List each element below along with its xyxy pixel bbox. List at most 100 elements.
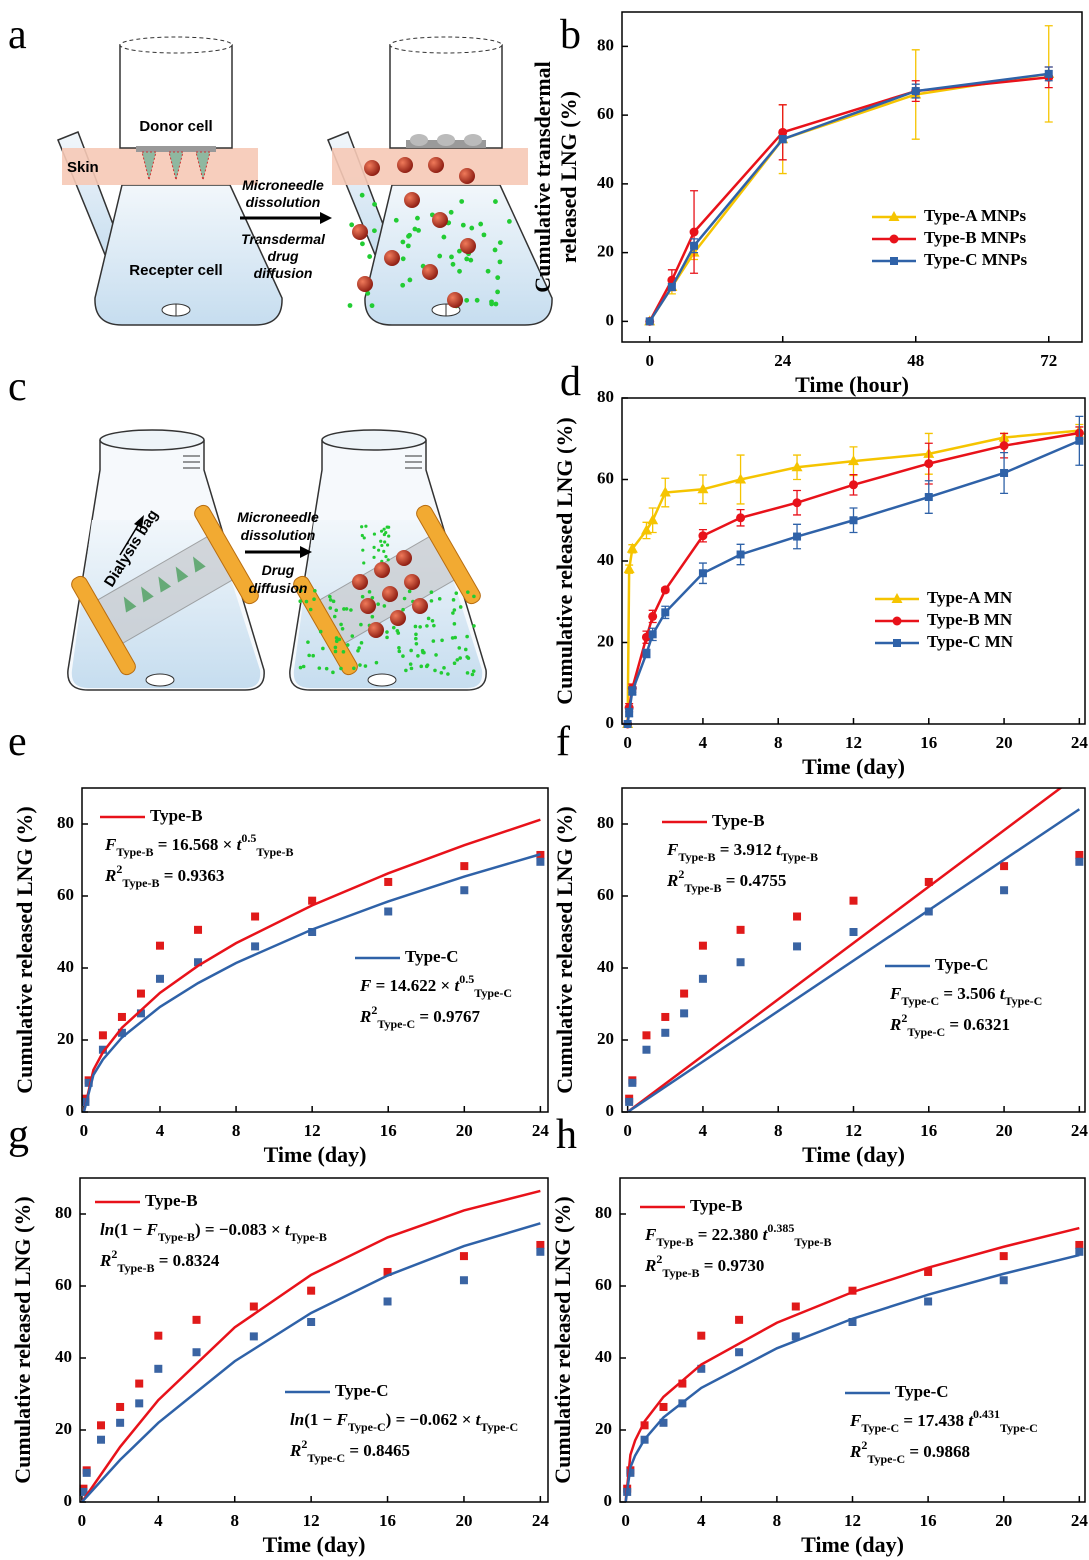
equation-part: 2 (678, 867, 684, 881)
marker (1000, 468, 1009, 477)
drug-dot (418, 625, 422, 629)
point (307, 1318, 316, 1326)
y-tick-label: 0 (604, 1491, 613, 1510)
drug-dot (337, 637, 342, 642)
marker (792, 498, 802, 508)
legend-label: Type-C MN (927, 632, 1014, 651)
point (251, 942, 260, 951)
equation-part: Type-B (678, 850, 715, 864)
drug-dot (306, 640, 310, 644)
x-tick-label: 12 (303, 1511, 320, 1530)
point (640, 1421, 649, 1430)
point (117, 1012, 126, 1021)
y-tick-label: 40 (57, 957, 74, 976)
drug-dot (401, 654, 405, 658)
drug-dot (416, 227, 421, 233)
equation-part: F (644, 1225, 657, 1244)
nanoparticle (374, 562, 390, 578)
drug-dot (385, 543, 390, 547)
equation-part: = 0.6321 (945, 1015, 1010, 1034)
drug-dot (497, 240, 503, 246)
equation: ln(1 − FType-C) = −0.062 × tType-C (290, 1410, 518, 1434)
drug-dot (333, 645, 338, 650)
fit-line (624, 1253, 1080, 1502)
diagram-label: Donor cell (139, 118, 212, 135)
nanoparticle (447, 292, 463, 308)
point (459, 1252, 468, 1261)
diagram-label: Microneedle (237, 509, 319, 525)
drug-dot (425, 663, 430, 667)
drug-dot (370, 614, 375, 619)
point (661, 1028, 670, 1037)
point (84, 1078, 93, 1087)
drug-dot (308, 607, 313, 612)
equation-part: Type-C (1005, 994, 1043, 1008)
point (735, 1315, 744, 1324)
nanoparticle (368, 622, 384, 638)
drug-dot (466, 590, 470, 594)
marker (778, 135, 787, 144)
point (1000, 862, 1009, 871)
y-tick-label: 40 (595, 1347, 612, 1366)
drug-dot (464, 297, 470, 303)
drug-dot (334, 639, 339, 644)
series-line (648, 72, 1049, 323)
drug-dot (357, 646, 361, 650)
equation-part: 2 (116, 862, 122, 876)
nanoparticle (460, 238, 476, 254)
drug-dot (370, 595, 375, 600)
point (698, 974, 707, 983)
drug-dot (342, 607, 346, 611)
point (999, 1252, 1008, 1261)
drug-dot (425, 624, 429, 628)
panel-letter: g (8, 1112, 29, 1158)
drug-dot (416, 654, 420, 658)
equation-part: Type-C (907, 1025, 945, 1039)
drug-dot (465, 634, 469, 639)
x-tick-label: 8 (230, 1511, 239, 1530)
point (192, 1315, 201, 1324)
drug-dot (359, 192, 365, 198)
nanoparticle (428, 157, 444, 173)
drug-dot (439, 671, 444, 675)
diagram-label: dissolution (246, 194, 321, 210)
point (924, 877, 933, 886)
equation-part: ) = −0.083 × (195, 1220, 285, 1239)
drug-dot (472, 624, 476, 628)
point (642, 1045, 651, 1054)
drug-dot (382, 527, 386, 531)
equation-part: R (99, 1251, 111, 1270)
drug-dot (459, 199, 465, 204)
fit-line (626, 788, 1063, 1112)
drug-dot (430, 619, 435, 623)
y-tick-label: 40 (597, 173, 614, 192)
drug-dot (414, 641, 419, 646)
equation: R2Type-B = 0.8324 (99, 1247, 220, 1275)
plot-frame (79, 1177, 549, 1503)
equation-part: R (666, 871, 678, 890)
marker (911, 87, 920, 96)
drug-dot (349, 222, 355, 228)
point (536, 857, 545, 866)
legend-marker (892, 616, 902, 626)
drug-dot (506, 219, 512, 224)
drug-dot (460, 222, 466, 228)
legend-label: Type-C MNPs (924, 250, 1027, 269)
x-tick-label: 8 (774, 1121, 783, 1140)
equation-part: Type-C (307, 1451, 345, 1465)
drug-dot (406, 233, 411, 239)
drug-dot (363, 664, 368, 668)
drug-dot (446, 672, 450, 676)
equation: R2Type-B = 0.4755 (666, 867, 786, 895)
equation-part: R (849, 1442, 861, 1461)
y-tick-label: 40 (597, 957, 614, 976)
y-axis-label: Cumulative released LNG (%) (552, 417, 577, 704)
point (1075, 1240, 1084, 1249)
x-tick-label: 48 (907, 351, 924, 370)
drug-dot (312, 597, 316, 601)
drug-dot (489, 301, 495, 307)
legend-label: Type-A MN (927, 588, 1013, 607)
equation-part: t (476, 1410, 482, 1429)
drug-dot (497, 259, 503, 265)
